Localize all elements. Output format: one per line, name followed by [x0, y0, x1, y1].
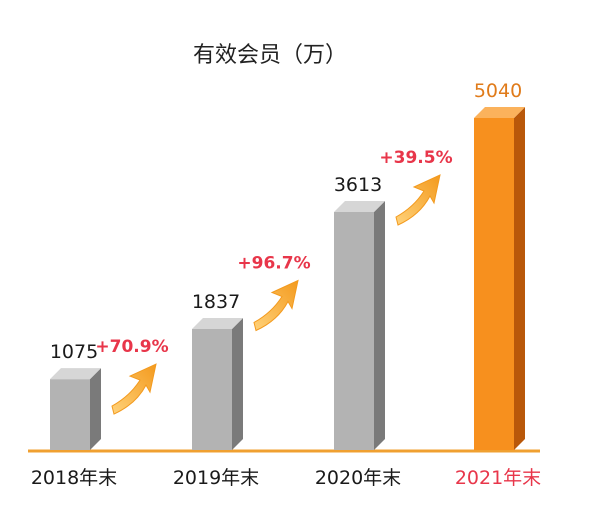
value-label-3: 5040: [474, 80, 522, 102]
bar-top-2: [334, 201, 385, 213]
x-tick-label-1: 2019年末: [173, 467, 259, 489]
bar-top-1: [192, 317, 243, 329]
bar-side-3: [514, 107, 525, 450]
bar-top-3: [474, 107, 525, 118]
value-label-0: 1075: [50, 341, 98, 363]
bar-3: [474, 118, 514, 450]
x-tick-label-0: 2018年末: [31, 467, 117, 489]
growth-arrow-1: [253, 279, 299, 332]
bar-2: [334, 212, 374, 450]
chart-title: 有效会员（万）: [193, 43, 347, 68]
growth-label-2: +39.5%: [379, 148, 452, 168]
x-tick-label-3: 2021年末: [455, 467, 541, 489]
growth-label-0: +70.9%: [95, 337, 168, 357]
value-label-2: 3613: [334, 174, 382, 196]
bar-top-0: [50, 368, 101, 380]
bar-side-2: [374, 201, 385, 450]
bar-side-1: [232, 317, 243, 450]
bar-1: [192, 328, 232, 450]
growth-label-1: +96.7%: [237, 253, 310, 273]
growth-arrow-2: [395, 174, 441, 226]
x-tick-label-2: 2020年末: [315, 467, 401, 489]
value-label-1: 1837: [192, 291, 240, 313]
growth-arrow-0: [111, 363, 157, 415]
bar-side-0: [90, 368, 101, 450]
bar-0: [50, 379, 90, 450]
